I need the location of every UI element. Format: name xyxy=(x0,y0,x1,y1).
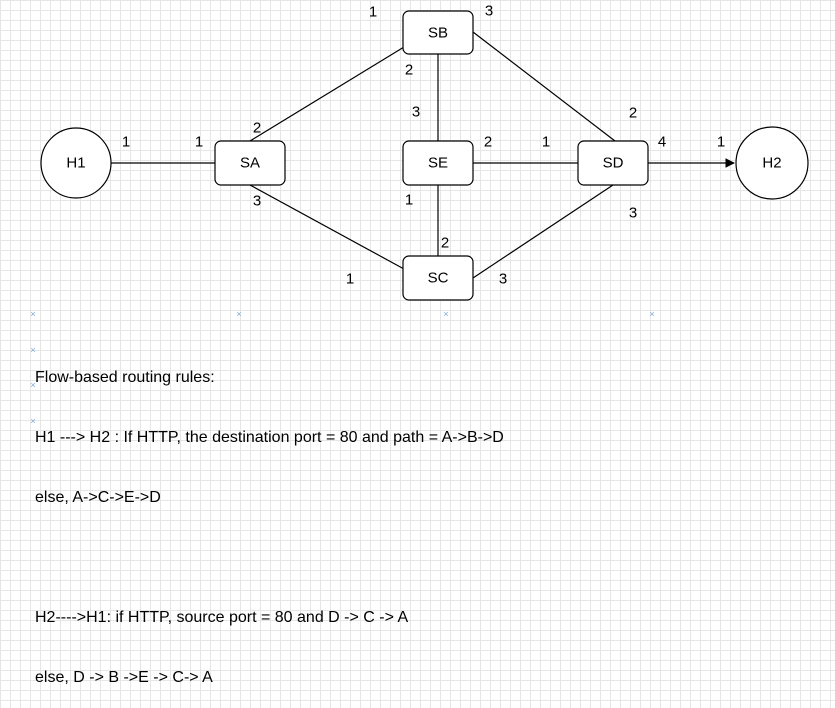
connection-point-marker: × xyxy=(443,309,448,319)
port-label: 1 xyxy=(405,192,413,209)
port-label: 1 xyxy=(346,271,354,288)
port-label: 2 xyxy=(629,105,637,122)
connection-point-marker: × xyxy=(30,380,35,390)
connection-point-marker: × xyxy=(649,309,654,319)
connection-point-marker: × xyxy=(30,416,35,426)
port-label: 3 xyxy=(485,3,493,20)
connection-point-marker: × xyxy=(30,345,35,355)
port-label: 4 xyxy=(658,134,666,151)
port-label: 2 xyxy=(253,120,261,137)
host-h1-label: H1 xyxy=(66,155,85,172)
link-sb-sd[interactable] xyxy=(472,31,616,142)
switch-sd[interactable]: SD xyxy=(577,140,649,186)
link-sc-sd[interactable] xyxy=(472,184,614,279)
rules-heading: Flow-based routing rules: xyxy=(35,369,215,386)
host-h1[interactable]: H1 xyxy=(40,127,112,199)
routing-rules-text: Flow-based routing rules: H1 ---> H2 : I… xyxy=(35,328,504,708)
rule-line: else, D -> B ->E -> C-> A xyxy=(35,669,213,686)
port-label: 3 xyxy=(253,193,261,210)
switch-sa-label: SA xyxy=(240,155,260,172)
link-sa-sb[interactable] xyxy=(249,46,405,142)
port-label: 1 xyxy=(195,134,203,151)
connection-point-marker: × xyxy=(30,309,35,319)
network-diagram: H1 H2 SA SB SE SC SD 1 1 2 1 3 1 3 2 2 3… xyxy=(30,3,809,426)
port-label: 2 xyxy=(484,134,492,151)
rule-spacer xyxy=(35,548,504,568)
switch-se-label: SE xyxy=(428,155,448,172)
switch-sb-label: SB xyxy=(428,25,448,42)
port-label: 1 xyxy=(122,134,130,151)
port-label: 2 xyxy=(405,62,413,79)
rule-line: H1 ---> H2 : If HTTP, the destination po… xyxy=(35,429,504,446)
port-label: 1 xyxy=(369,4,377,21)
port-label: 3 xyxy=(412,104,420,121)
port-label: 1 xyxy=(717,134,725,151)
rule-line: H2---->H1: if HTTP, source port = 80 and… xyxy=(35,609,409,626)
switch-sc[interactable]: SC xyxy=(402,255,474,301)
port-label: 1 xyxy=(542,134,550,151)
link-sa-sc[interactable] xyxy=(249,184,405,270)
host-h2[interactable]: H2 xyxy=(735,126,809,200)
rule-line: else, A->C->E->D xyxy=(35,489,161,506)
switch-sb[interactable]: SB xyxy=(402,10,474,55)
switch-se[interactable]: SE xyxy=(402,140,474,186)
port-label: 3 xyxy=(499,271,507,288)
switch-sd-label: SD xyxy=(603,155,624,172)
host-h2-label: H2 xyxy=(762,155,781,172)
connection-point-marker: × xyxy=(236,309,241,319)
switch-sc-label: SC xyxy=(428,270,449,287)
port-label: 2 xyxy=(441,235,449,252)
switch-sa[interactable]: SA xyxy=(214,140,286,186)
port-label: 3 xyxy=(629,205,637,222)
